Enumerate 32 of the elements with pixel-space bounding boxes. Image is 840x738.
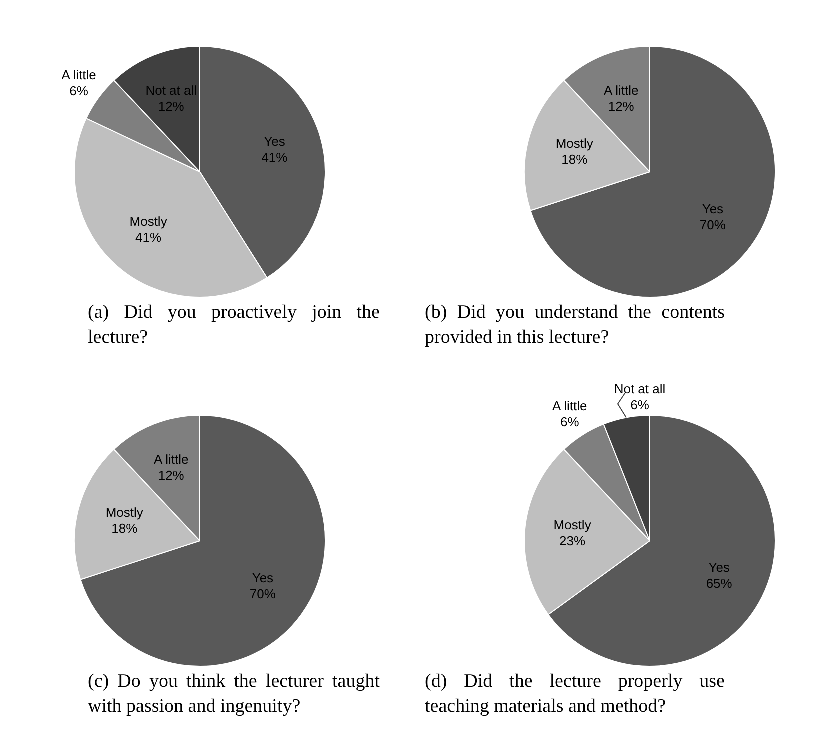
data-label: 41% <box>262 150 288 165</box>
slice-label: Mostly <box>130 214 168 229</box>
slice-label: A little <box>604 83 639 98</box>
data-label: 70% <box>700 217 726 232</box>
text: (b) Did you understand the contents provided in this lecture? <box>425 301 725 350</box>
data-label: 12% <box>608 99 635 114</box>
data-label: 6% <box>70 84 89 99</box>
slice-label: Not at all <box>614 382 666 397</box>
text: (c) Do you think the lecturer taught with passion and ingenuity? <box>88 670 380 719</box>
data-label: 18% <box>112 521 138 536</box>
slice-label: Mostly <box>556 136 594 152</box>
data-label: 6% <box>630 398 650 413</box>
data-label: 12% <box>158 468 185 484</box>
slice-label: Yes <box>264 134 286 149</box>
text: (a) Did you proactively join the lecture? <box>88 301 380 350</box>
data-label: 65% <box>706 576 733 591</box>
slice-label: A little <box>62 68 96 83</box>
slice-label: Yes <box>708 560 730 575</box>
data-label: 70% <box>250 586 276 602</box>
data-label: 18% <box>562 152 588 168</box>
slice-label: Yes <box>252 570 274 586</box>
slice-label: Mostly <box>106 505 144 520</box>
data-label: 6% <box>560 414 580 430</box>
slice-label: Mostly <box>554 517 592 532</box>
slice-label: Not at all <box>146 83 198 98</box>
slice-label: A little <box>154 452 189 468</box>
data-label: 41% <box>136 230 162 245</box>
data-label: 12% <box>158 99 185 114</box>
slice-label: Yes <box>702 201 724 216</box>
slice-label: A little <box>552 398 588 414</box>
text: (d) Did the lecture properly use teaching materials and method? <box>425 670 725 719</box>
data-label: 23% <box>560 533 586 548</box>
